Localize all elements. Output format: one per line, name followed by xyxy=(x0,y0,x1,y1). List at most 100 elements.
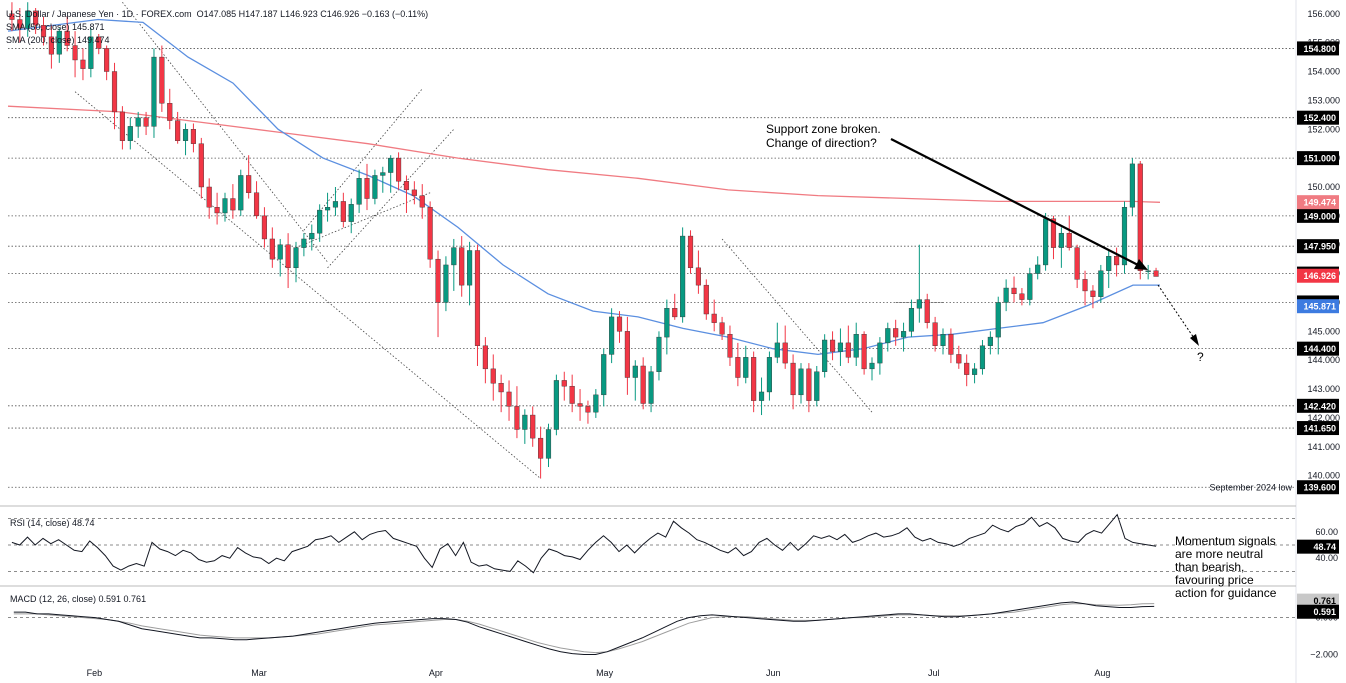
candle-body xyxy=(214,206,220,214)
candle-body xyxy=(1066,232,1072,248)
candle-body xyxy=(1082,279,1088,292)
candle-body xyxy=(530,414,536,439)
candle-body xyxy=(356,178,362,205)
candle-body xyxy=(569,385,575,404)
candle-body xyxy=(238,175,244,211)
trendlines xyxy=(74,1,944,479)
candle-body xyxy=(443,264,449,303)
x-tick-month: Apr xyxy=(429,668,443,678)
candle-body xyxy=(601,354,607,396)
rsi-value-tag xyxy=(1297,539,1339,554)
rsi-line xyxy=(11,513,1157,574)
candle-body xyxy=(435,258,441,303)
momentum-line-5: action for guidance xyxy=(1175,586,1277,600)
candle-body xyxy=(900,331,907,338)
candle-body xyxy=(1043,218,1049,266)
candle-body xyxy=(498,383,504,393)
candle-body xyxy=(1011,287,1017,295)
candle-body xyxy=(869,362,875,370)
momentum-line-1: Momentum signals xyxy=(1175,534,1276,548)
candle-body xyxy=(956,354,962,364)
sma50-legend: SMA (50, close) 145.871 xyxy=(6,22,105,32)
trendline xyxy=(721,238,873,413)
momentum-annotation: Momentum signals are more neutral than b… xyxy=(1175,535,1276,600)
support-annotation-line-2: Change of direction? xyxy=(766,136,877,150)
x-tick-month: May xyxy=(596,668,614,678)
candle-body xyxy=(1137,163,1143,271)
candle-body xyxy=(877,342,883,364)
projection-arrow-shaft xyxy=(1157,284,1197,342)
candle-body xyxy=(96,36,102,49)
sma50-line xyxy=(7,18,1160,356)
ohlc-values: O147.085 H147.187 L146.923 C146.926 −0.1… xyxy=(196,9,429,19)
x-tick-month: Aug xyxy=(1094,668,1110,678)
september-low-label: September 2024 low xyxy=(1209,483,1292,493)
candle-body xyxy=(522,414,528,430)
candle-body xyxy=(664,308,670,338)
last-price-tag xyxy=(1297,268,1339,283)
momentum-line-2: are more neutral xyxy=(1175,547,1264,561)
trendline xyxy=(327,128,455,269)
candle-body xyxy=(908,308,915,332)
candle-body xyxy=(198,143,204,188)
macd-value-tag-label: 0.591 xyxy=(1313,607,1336,617)
candle-body xyxy=(806,368,812,401)
candle-body xyxy=(735,357,741,378)
sma200-tag xyxy=(1297,195,1339,210)
level-tag-label: 149.000 xyxy=(1303,211,1336,221)
candle-body xyxy=(948,334,954,355)
support-arrow-head xyxy=(1134,259,1148,270)
candle-body xyxy=(317,209,323,234)
candle-body xyxy=(1121,206,1128,266)
level-tag xyxy=(1297,398,1339,413)
candle-body xyxy=(972,368,978,375)
candle-body xyxy=(159,56,165,104)
candle-body xyxy=(222,198,228,214)
candle-body xyxy=(324,206,331,211)
candle-body xyxy=(711,313,717,323)
x-tick-month: Feb xyxy=(87,668,103,678)
candle-body xyxy=(553,380,559,430)
candle-body xyxy=(411,189,417,196)
candle-body xyxy=(175,120,181,141)
candle-body xyxy=(48,36,54,55)
y-tick-label: 156.000 xyxy=(1307,9,1340,19)
projection-arrow-head xyxy=(1190,334,1199,346)
candle-body xyxy=(893,328,899,338)
candle-body xyxy=(293,247,299,269)
candle-body xyxy=(829,339,836,352)
question-mark: ? xyxy=(1197,350,1204,364)
y-tick-label: 141.000 xyxy=(1307,442,1340,452)
candle-body xyxy=(1090,290,1096,297)
candle-body xyxy=(680,235,686,318)
candle-body xyxy=(672,308,678,318)
candle-body xyxy=(987,336,993,346)
macd-value-tag xyxy=(1297,604,1339,619)
macd-line xyxy=(13,601,1155,655)
candle-body xyxy=(348,204,354,222)
candle-body xyxy=(17,19,23,29)
candle-body xyxy=(774,342,780,358)
candle-body xyxy=(932,322,938,346)
candle-body xyxy=(372,175,378,199)
y-tick-label: 153.000 xyxy=(1307,95,1340,105)
candle-body xyxy=(72,45,78,61)
sma200-legend: SMA (200, close) 149.474 xyxy=(6,35,110,45)
candle-body xyxy=(514,406,520,430)
candle-body xyxy=(80,59,86,69)
level-tag-label: 147.950 xyxy=(1303,242,1336,252)
candle-body xyxy=(143,117,149,127)
candle-body xyxy=(40,25,47,38)
candle-body xyxy=(538,437,544,459)
trendline xyxy=(303,88,423,231)
level-tag xyxy=(1297,151,1339,166)
candle-body xyxy=(151,56,157,127)
candle-body xyxy=(467,250,473,286)
candle-body xyxy=(837,342,844,352)
candle-body xyxy=(230,198,236,211)
x-tick-month: Jul xyxy=(928,668,940,678)
candle-body xyxy=(687,235,694,269)
candle-body xyxy=(388,157,394,173)
